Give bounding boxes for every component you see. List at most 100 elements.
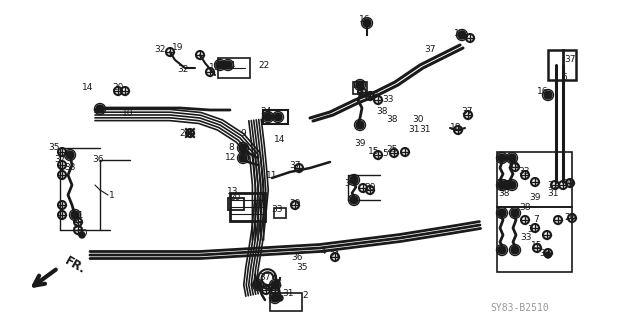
Text: 27: 27 (352, 81, 364, 90)
Text: 39: 39 (354, 139, 366, 148)
Circle shape (511, 209, 519, 217)
Text: 39: 39 (364, 183, 376, 193)
Text: 4: 4 (320, 247, 326, 257)
Text: 9: 9 (240, 129, 246, 138)
Text: 14: 14 (82, 84, 94, 92)
Text: 24: 24 (260, 108, 272, 116)
Circle shape (216, 61, 224, 69)
Text: 37: 37 (461, 108, 473, 116)
Text: 30: 30 (562, 179, 574, 188)
Text: 22: 22 (258, 60, 270, 69)
Text: 33: 33 (271, 205, 283, 214)
Circle shape (356, 81, 364, 89)
Text: 5: 5 (382, 148, 388, 157)
Text: 11: 11 (266, 171, 278, 180)
Circle shape (254, 281, 262, 289)
Text: 1: 1 (109, 190, 115, 199)
Text: 39: 39 (530, 194, 541, 203)
Circle shape (508, 154, 516, 162)
Circle shape (498, 181, 506, 189)
Text: 33: 33 (507, 161, 519, 170)
Bar (228, 198, 244, 210)
Circle shape (356, 121, 364, 129)
Text: 38: 38 (498, 188, 510, 197)
Circle shape (71, 211, 79, 219)
Circle shape (350, 196, 358, 204)
Circle shape (224, 61, 232, 69)
Text: 31: 31 (271, 279, 283, 289)
Text: 3: 3 (344, 179, 350, 188)
Text: 31: 31 (408, 125, 420, 134)
Circle shape (79, 232, 85, 238)
Text: 31: 31 (419, 125, 431, 134)
Text: 16: 16 (359, 15, 371, 25)
Text: 18: 18 (450, 124, 462, 132)
Circle shape (545, 252, 551, 258)
Text: 15: 15 (368, 148, 380, 156)
Text: 13: 13 (227, 188, 239, 196)
Text: 23: 23 (179, 129, 191, 138)
Text: 36: 36 (292, 253, 303, 262)
Text: 6: 6 (561, 74, 567, 83)
Text: 29: 29 (289, 198, 300, 207)
Text: 31: 31 (547, 180, 559, 189)
Text: 31: 31 (72, 211, 84, 220)
Text: 33: 33 (382, 95, 394, 105)
Bar (353, 82, 367, 94)
Text: 37: 37 (259, 274, 271, 283)
Text: 2: 2 (302, 291, 308, 300)
Circle shape (363, 19, 371, 27)
Text: 31: 31 (282, 290, 293, 299)
Circle shape (498, 209, 506, 217)
Text: 19: 19 (172, 44, 184, 52)
Text: 20: 20 (112, 84, 124, 92)
Text: 17: 17 (454, 28, 466, 37)
Text: 30: 30 (412, 116, 424, 124)
Text: 8: 8 (228, 143, 234, 153)
Text: 30: 30 (77, 228, 88, 237)
Text: 31: 31 (547, 188, 559, 197)
Text: 12: 12 (225, 154, 237, 163)
Text: 33: 33 (64, 164, 76, 172)
Bar (270, 293, 302, 311)
Text: 37: 37 (564, 55, 575, 65)
Circle shape (350, 176, 358, 184)
Text: 34: 34 (225, 60, 235, 69)
Bar (230, 193, 265, 221)
Text: 37: 37 (54, 156, 66, 164)
Text: 38: 38 (376, 108, 388, 116)
Circle shape (239, 154, 247, 162)
Text: 7: 7 (533, 215, 539, 225)
Text: 37: 37 (424, 45, 436, 54)
Text: 37: 37 (289, 161, 300, 170)
Text: 35: 35 (48, 143, 60, 153)
Circle shape (544, 91, 552, 99)
Bar (548, 50, 576, 80)
Circle shape (271, 281, 279, 289)
Text: 36: 36 (93, 156, 104, 164)
Circle shape (264, 113, 272, 121)
Bar (274, 208, 286, 218)
Text: 21: 21 (329, 251, 341, 260)
Circle shape (511, 246, 519, 254)
Circle shape (274, 113, 282, 121)
Text: 26: 26 (565, 213, 575, 222)
Circle shape (498, 246, 506, 254)
Text: 32: 32 (154, 45, 166, 54)
Text: 15: 15 (531, 241, 543, 250)
Text: 33: 33 (520, 234, 531, 243)
Text: 35: 35 (296, 263, 308, 273)
Text: 28: 28 (496, 179, 508, 188)
Text: SY83-B2510: SY83-B2510 (490, 303, 549, 313)
Circle shape (96, 105, 104, 113)
Text: FR.: FR. (62, 254, 87, 276)
Text: 39: 39 (539, 249, 551, 258)
Circle shape (498, 154, 506, 162)
Bar (497, 207, 572, 272)
Text: 33: 33 (518, 167, 530, 177)
Text: 38: 38 (519, 203, 531, 212)
Text: 19: 19 (209, 63, 221, 73)
Text: 3: 3 (527, 226, 533, 235)
Text: 10: 10 (122, 108, 134, 117)
Text: 38: 38 (386, 116, 397, 124)
